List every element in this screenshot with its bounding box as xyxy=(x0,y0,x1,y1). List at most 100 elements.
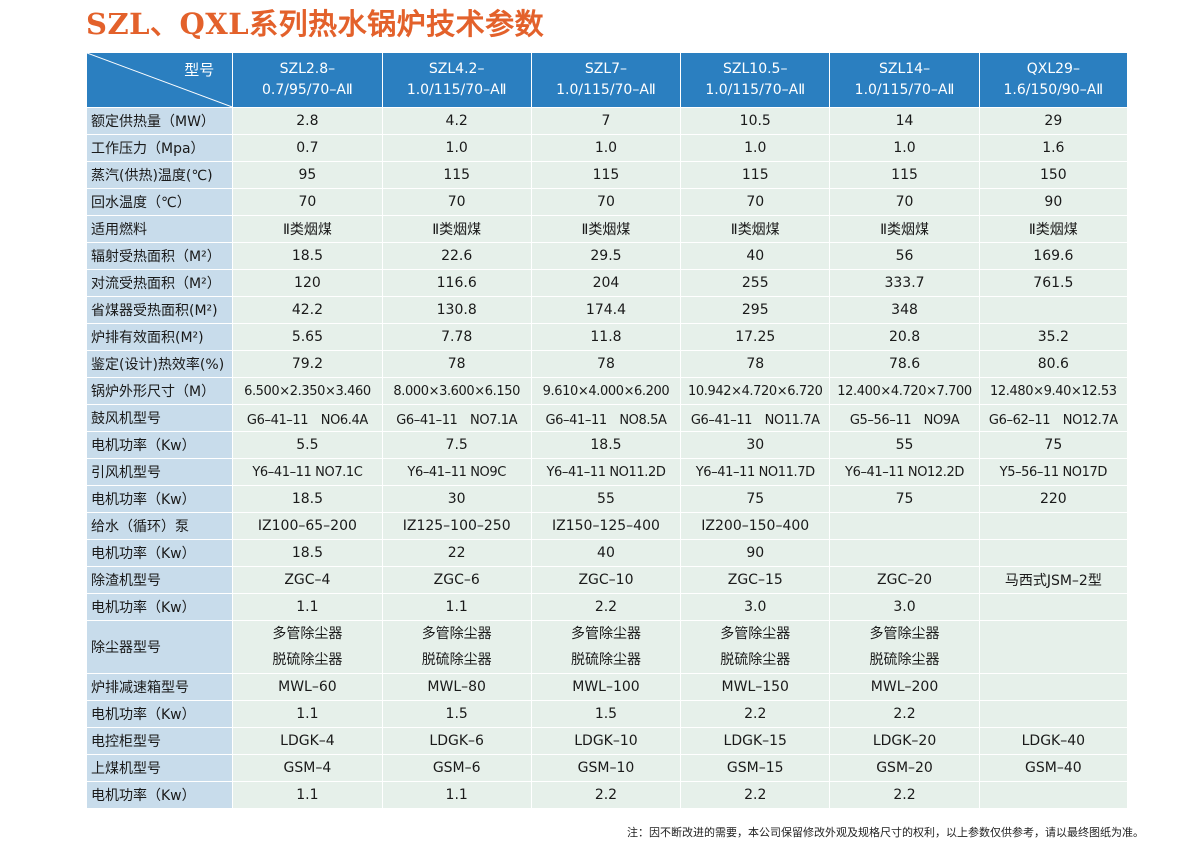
model-header: QXL29– 1.6/150/90–AⅡ xyxy=(979,53,1127,107)
table-row: 炉排减速箱型号 MWL–60 MWL–80 MWL–100 MWL–150 MWL–200 xyxy=(87,674,1127,700)
table-cell: 1.1 xyxy=(233,782,382,808)
row-label: 电机功率（Kw） xyxy=(87,594,233,620)
table-cell: 2.2 xyxy=(830,701,979,727)
cell-line: 脱硫除尘器 xyxy=(720,652,791,668)
table-cell: ZGC–15 xyxy=(681,567,830,593)
model-header: SZL7– 1.0/115/70–AⅡ xyxy=(531,53,681,107)
table-cell: 150 xyxy=(979,162,1127,188)
model-name-line2: 1.0/115/70–AⅡ xyxy=(854,82,955,98)
table-cell: 75 xyxy=(979,432,1127,458)
table-cell: 70 xyxy=(681,189,830,215)
table-cell: 7.78 xyxy=(382,324,531,350)
table-cell: LDGK–20 xyxy=(830,728,979,754)
row-label: 电机功率（Kw） xyxy=(87,540,233,566)
table-cell: IZ125–100–250 xyxy=(382,513,531,539)
table-cell: 多管除尘器 脱硫除尘器 xyxy=(681,621,830,673)
table-cell: G6–41–11 NO8.5A xyxy=(531,405,681,431)
table-cell: 35.2 xyxy=(979,324,1127,350)
table-cell: MWL–200 xyxy=(830,674,979,700)
table-row: 工作压力（Mpa） 0.7 1.0 1.0 1.0 1.0 1.6 xyxy=(87,135,1127,161)
row-label: 锅炉外形尺寸（M） xyxy=(87,378,233,404)
table-cell: 55 xyxy=(830,432,979,458)
table-cell: 11.8 xyxy=(531,324,681,350)
header-corner: 型号 xyxy=(87,53,233,107)
table-cell: 30 xyxy=(681,432,830,458)
table-cell xyxy=(830,513,979,539)
table-cell: G6–41–11 NO11.7A xyxy=(681,405,830,431)
table-cell: 2.2 xyxy=(681,782,830,808)
table-row: 蒸汽(供热)温度(℃) 95 115 115 115 115 150 xyxy=(87,162,1127,188)
model-header: SZL14– 1.0/115/70–AⅡ xyxy=(830,53,979,107)
table-cell: Y5–56–11 NO17D xyxy=(979,459,1127,485)
table-cell: ZGC–10 xyxy=(531,567,681,593)
row-label: 引风机型号 xyxy=(87,459,233,485)
table-cell: 116.6 xyxy=(382,270,531,296)
table-cell: IZ200–150–400 xyxy=(681,513,830,539)
row-label: 电机功率（Kw） xyxy=(87,701,233,727)
table-row: 引风机型号 Y6–41–11 NO7.1C Y6–41–11 NO9C Y6–41–1… xyxy=(87,459,1127,485)
table-cell: 348 xyxy=(830,297,979,323)
table-cell: 7 xyxy=(531,108,681,134)
row-label: 电机功率（Kw） xyxy=(87,486,233,512)
table-row: 辐射受热面积（M²） 18.5 22.6 29.5 40 56 169.6 xyxy=(87,243,1127,269)
table-cell: 29.5 xyxy=(531,243,681,269)
table-cell: 78.6 xyxy=(830,351,979,377)
table-cell: 多管除尘器 脱硫除尘器 xyxy=(531,621,681,673)
model-name-line1: SZL10.5– xyxy=(723,61,788,77)
table-cell: MWL–80 xyxy=(382,674,531,700)
table-cell: 14 xyxy=(830,108,979,134)
table-cell: 204 xyxy=(531,270,681,296)
table-cell: 90 xyxy=(979,189,1127,215)
table-row: 电控柜型号 LDGK–4 LDGK–6 LDGK–10 LDGK–15 LDGK–20 LD… xyxy=(87,728,1127,754)
table-row: 电机功率（Kw） 1.1 1.5 1.5 2.2 2.2 xyxy=(87,701,1127,727)
table-cell xyxy=(830,540,979,566)
table-cell: Ⅱ类烟煤 xyxy=(531,216,681,242)
table-cell: Ⅱ类烟煤 xyxy=(382,216,531,242)
table-cell: 1.1 xyxy=(382,782,531,808)
table-cell: G5–56–11 NO9A xyxy=(830,405,979,431)
row-label: 电机功率（Kw） xyxy=(87,432,233,458)
table-cell: 12.400×4.720×7.700 xyxy=(830,378,979,404)
table-row: 电机功率（Kw） 5.5 7.5 18.5 30 55 75 xyxy=(87,432,1127,458)
table-cell: Y6–41–11 NO11.7D xyxy=(681,459,830,485)
table-cell: 70 xyxy=(830,189,979,215)
table-cell: Ⅱ类烟煤 xyxy=(979,216,1127,242)
table-cell: 9.610×4.000×6.200 xyxy=(531,378,681,404)
table-cell: 120 xyxy=(233,270,382,296)
table-cell: 多管除尘器 脱硫除尘器 xyxy=(382,621,531,673)
cell-line: 脱硫除尘器 xyxy=(869,652,940,668)
table-cell: 2.2 xyxy=(830,782,979,808)
table-cell xyxy=(979,674,1127,700)
table-cell: 多管除尘器 脱硫除尘器 xyxy=(233,621,382,673)
table-cell: Y6–41–11 NO12.2D xyxy=(830,459,979,485)
table-cell: 55 xyxy=(531,486,681,512)
diagonal-line xyxy=(87,53,233,107)
table-cell: 1.0 xyxy=(830,135,979,161)
table-cell: 29 xyxy=(979,108,1127,134)
table-cell: 56 xyxy=(830,243,979,269)
row-label: 炉排减速箱型号 xyxy=(87,674,233,700)
table-cell: 2.2 xyxy=(681,701,830,727)
table-cell: 10.942×4.720×6.720 xyxy=(681,378,830,404)
table-cell xyxy=(979,513,1127,539)
table-cell: MWL–150 xyxy=(681,674,830,700)
table-row: 鉴定(设计)热效率(%) 79.2 78 78 78 78.6 80.6 xyxy=(87,351,1127,377)
table-cell: GSM–40 xyxy=(979,755,1127,781)
table-cell: 8.000×3.600×6.150 xyxy=(382,378,531,404)
table-cell: 12.480×9.40×12.53 xyxy=(979,378,1127,404)
table-cell: 40 xyxy=(531,540,681,566)
row-label: 电控柜型号 xyxy=(87,728,233,754)
row-label: 除尘器型号 xyxy=(87,621,233,673)
table-cell: LDGK–40 xyxy=(979,728,1127,754)
table-cell: 90 xyxy=(681,540,830,566)
model-name-line1: QXL29– xyxy=(1026,61,1080,77)
table-cell: 115 xyxy=(382,162,531,188)
table-cell: 3.0 xyxy=(681,594,830,620)
table-row: 适用燃料 Ⅱ类烟煤 Ⅱ类烟煤 Ⅱ类烟煤 Ⅱ类烟煤 Ⅱ类烟煤 Ⅱ类烟煤 xyxy=(87,216,1127,242)
model-name-line1: SZL14– xyxy=(878,61,931,77)
model-name-line2: 1.0/115/70–AⅡ xyxy=(705,82,806,98)
table-cell: Y6–41–11 NO9C xyxy=(382,459,531,485)
row-label: 蒸汽(供热)温度(℃) xyxy=(87,162,233,188)
table-row: 除尘器型号 多管除尘器 脱硫除尘器 多管除尘器 脱硫除尘器 多管除尘器 脱硫除尘器 多管除尘器… xyxy=(87,621,1127,673)
table-cell: 马西式JSM–2型 xyxy=(979,567,1127,593)
